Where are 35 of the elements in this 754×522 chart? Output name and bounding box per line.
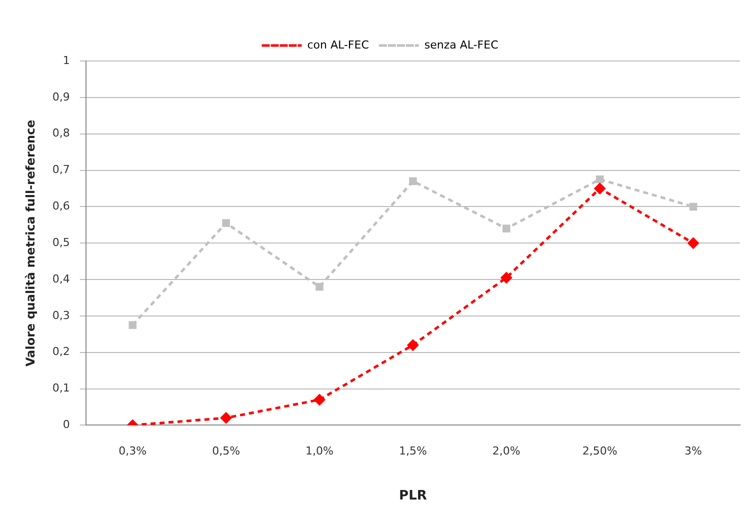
y-tick-label: 0,8 bbox=[52, 126, 70, 140]
y-tick-label: 0,5 bbox=[52, 236, 70, 249]
y-tick-label: 0,3 bbox=[52, 308, 70, 322]
point bbox=[220, 412, 232, 424]
y-tick-label: 0,2 bbox=[52, 345, 70, 358]
legend-label: con AL-FEC bbox=[307, 38, 370, 52]
y-tick-label: 0,6 bbox=[52, 200, 70, 213]
point bbox=[687, 237, 700, 250]
point bbox=[689, 202, 698, 211]
y-tick-label: 0,9 bbox=[52, 90, 70, 104]
point bbox=[596, 175, 604, 184]
x-tick-label: 2,50% bbox=[582, 444, 618, 458]
x-tick-label: 1,5% bbox=[398, 444, 427, 458]
x-axis-title: PLR bbox=[399, 488, 427, 504]
x-tick-label: 2,0% bbox=[492, 444, 520, 458]
y-tick-label: 1 bbox=[62, 54, 70, 67]
point bbox=[409, 177, 417, 186]
y-tick-label: 0,7 bbox=[52, 163, 70, 176]
y-tick-label: 0,4 bbox=[52, 272, 70, 286]
point bbox=[222, 219, 230, 227]
y-axis-title: Valore qualità metrica full-reference bbox=[23, 120, 38, 367]
point bbox=[500, 272, 512, 284]
point bbox=[316, 282, 324, 291]
y-tick-label: 0,1 bbox=[52, 382, 70, 395]
x-tick-label: 3% bbox=[684, 444, 702, 458]
x-tick-label: 0,3% bbox=[118, 444, 147, 458]
y-tick-label: 0 bbox=[62, 418, 70, 432]
legend-label: senza AL-FEC bbox=[424, 38, 499, 52]
point bbox=[502, 224, 510, 232]
x-tick-label: 1,0% bbox=[306, 444, 334, 458]
point bbox=[594, 182, 606, 194]
x-tick-label: 0,5% bbox=[212, 444, 240, 458]
point bbox=[314, 394, 326, 406]
point bbox=[406, 339, 419, 352]
point bbox=[128, 321, 137, 329]
